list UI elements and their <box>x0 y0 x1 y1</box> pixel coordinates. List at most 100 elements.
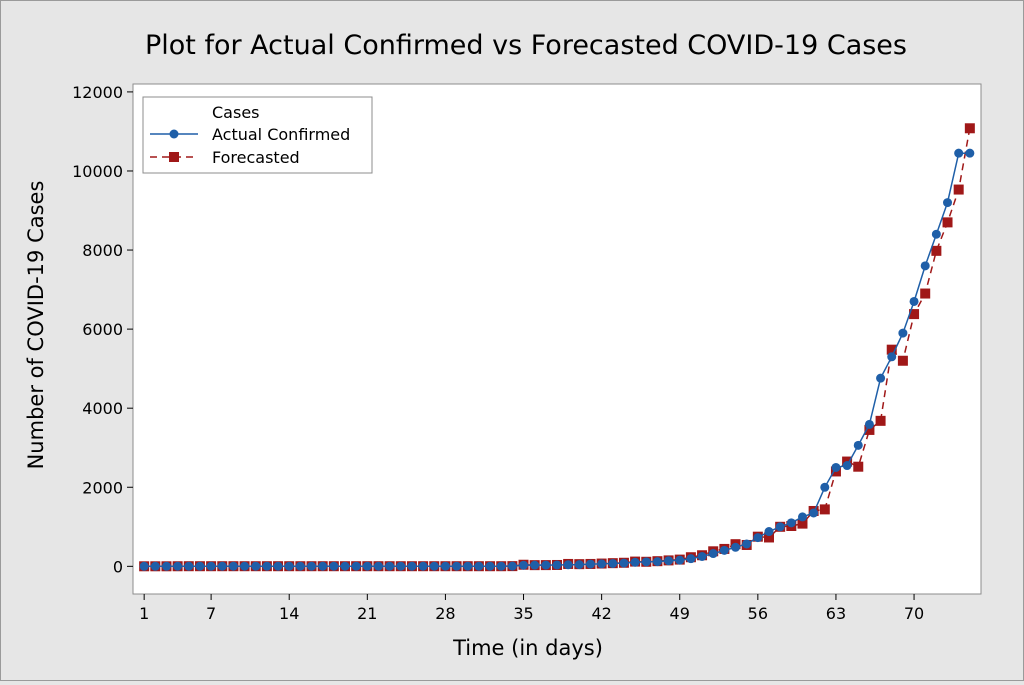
legend: Cases Actual Confirmed Forecasted <box>142 96 373 174</box>
forecast-data-point <box>909 309 920 320</box>
actual-data-point <box>507 561 517 571</box>
actual-data-point <box>697 551 707 561</box>
actual-data-point <box>530 560 540 570</box>
actual-data-point <box>719 545 729 555</box>
actual-data-point <box>273 561 283 571</box>
x-tick-label: 14 <box>279 604 299 623</box>
actual-data-point <box>485 561 495 571</box>
y-tick-label: 10000 <box>72 162 123 181</box>
actual-data-point <box>541 560 551 570</box>
actual-data-point <box>563 560 573 570</box>
actual-data-point <box>385 561 395 571</box>
actual-data-point <box>753 533 763 543</box>
actual-data-point <box>585 559 595 569</box>
actual-data-point <box>362 561 372 571</box>
y-tick-label: 12000 <box>72 83 123 102</box>
actual-data-point <box>295 561 305 571</box>
actual-data-point <box>251 561 261 571</box>
actual-data-point <box>307 561 317 571</box>
actual-data-point <box>474 561 484 571</box>
actual-data-point <box>764 527 774 537</box>
actual-data-point <box>373 561 383 571</box>
x-tick-label: 63 <box>826 604 846 623</box>
actual-data-point <box>340 561 350 571</box>
y-tick-label: 0 <box>113 557 123 576</box>
actual-data-point <box>284 561 294 571</box>
y-axis-label: Number of COVID-19 Cases <box>24 181 48 470</box>
actual-data-point <box>898 328 908 338</box>
actual-data-point <box>597 559 607 569</box>
actual-data-point <box>463 561 473 571</box>
actual-data-point <box>351 561 361 571</box>
actual-data-point <box>139 561 149 571</box>
actual-data-point <box>173 561 183 571</box>
chart-title: Plot for Actual Confirmed vs Forecasted … <box>145 30 907 61</box>
forecast-data-point <box>853 461 864 472</box>
actual-data-point <box>842 461 852 471</box>
x-tick-label: 21 <box>357 604 377 623</box>
forecast-data-point <box>819 504 830 515</box>
x-axis: 1 7 14 21 28 35 42 49 56 63 70 <box>139 594 924 623</box>
actual-data-point <box>608 558 618 568</box>
legend-title: Cases <box>212 103 260 122</box>
actual-data-point <box>664 556 674 566</box>
x-tick-label: 49 <box>670 604 690 623</box>
y-tick-label: 6000 <box>82 320 123 339</box>
forecast-data-point <box>875 415 886 426</box>
legend-box <box>142 96 373 174</box>
actual-data-point <box>440 561 450 571</box>
legend-label-forecast: Forecasted <box>212 148 300 167</box>
actual-data-point <box>909 296 919 306</box>
x-tick-label: 56 <box>748 604 768 623</box>
actual-data-point <box>161 561 171 571</box>
actual-data-point <box>318 561 328 571</box>
actual-data-point <box>552 560 562 570</box>
x-tick-label: 42 <box>591 604 611 623</box>
actual-data-point <box>418 561 428 571</box>
x-tick-label: 28 <box>435 604 455 623</box>
actual-data-point <box>809 508 819 518</box>
forecast-data-point <box>931 245 942 256</box>
x-tick-label: 7 <box>206 604 216 623</box>
actual-data-point <box>943 198 953 208</box>
actual-data-point <box>954 148 964 158</box>
forecast-data-point <box>953 184 964 195</box>
actual-data-point <box>831 462 841 472</box>
actual-data-point <box>452 561 462 571</box>
forecast-data-point <box>942 217 953 228</box>
actual-data-point <box>853 440 863 450</box>
forecast-data-point <box>964 123 975 134</box>
actual-data-point <box>496 561 506 571</box>
actual-data-point <box>708 549 718 559</box>
actual-data-point <box>150 561 160 571</box>
actual-data-point <box>675 555 685 565</box>
actual-data-point <box>240 561 250 571</box>
actual-data-point <box>775 522 785 532</box>
forecast-data-point <box>920 288 931 299</box>
actual-data-point <box>184 561 194 571</box>
actual-data-point <box>641 557 651 567</box>
forecast-data-point <box>886 344 897 355</box>
actual-data-point <box>920 261 930 271</box>
forecast-data-point <box>864 424 875 435</box>
legend-label-actual: Actual Confirmed <box>212 125 350 144</box>
actual-data-point <box>217 561 227 571</box>
actual-data-point <box>864 419 874 429</box>
actual-data-point <box>619 558 629 568</box>
legend-marker-actual <box>169 129 179 139</box>
forecast-data-point <box>797 518 808 529</box>
actual-data-point <box>742 539 752 549</box>
actual-data-point <box>876 373 886 383</box>
x-tick-label: 35 <box>513 604 533 623</box>
actual-data-point <box>407 561 417 571</box>
actual-data-point <box>630 557 640 567</box>
actual-data-point <box>519 560 529 570</box>
actual-data-point <box>228 561 238 571</box>
actual-data-point <box>931 229 941 239</box>
actual-data-point <box>195 561 205 571</box>
x-tick-label: 70 <box>904 604 924 623</box>
legend-marker-forecast <box>169 152 179 162</box>
x-axis-label: Time (in days) <box>452 636 603 660</box>
